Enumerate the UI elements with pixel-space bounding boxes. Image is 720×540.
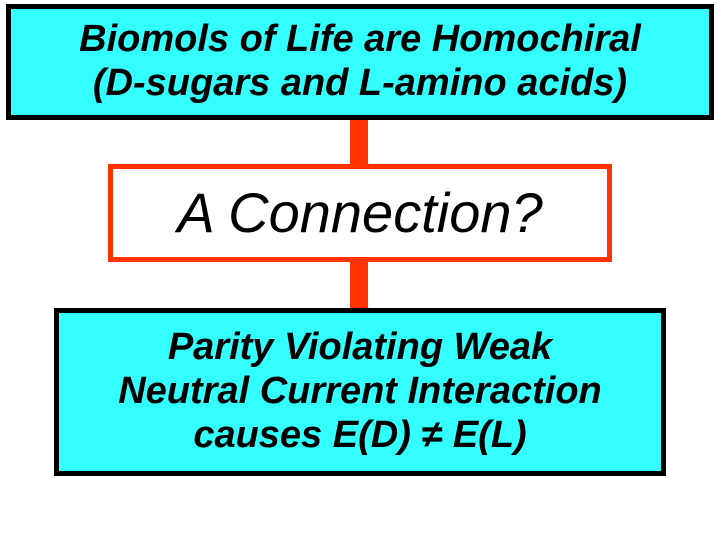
box-homochiral: Biomols of Life are Homochiral (D-sugars… (6, 4, 714, 120)
box-top-line1: Biomols of Life are Homochiral (79, 18, 641, 62)
box-bot-line1: Parity Violating Weak (168, 326, 552, 370)
connector-bottom (350, 260, 368, 312)
box-bot-line2: Neutral Current Interaction (118, 370, 602, 414)
box-top-line2: (D-sugars and L-amino acids) (93, 62, 627, 106)
box-mid-text: A Connection? (177, 181, 542, 245)
box-connection: A Connection? (108, 164, 612, 262)
box-parity: Parity Violating Weak Neutral Current In… (54, 308, 666, 476)
connector-top (350, 120, 368, 168)
box-bot-line3: causes E(D) ≠ E(L) (193, 414, 526, 458)
